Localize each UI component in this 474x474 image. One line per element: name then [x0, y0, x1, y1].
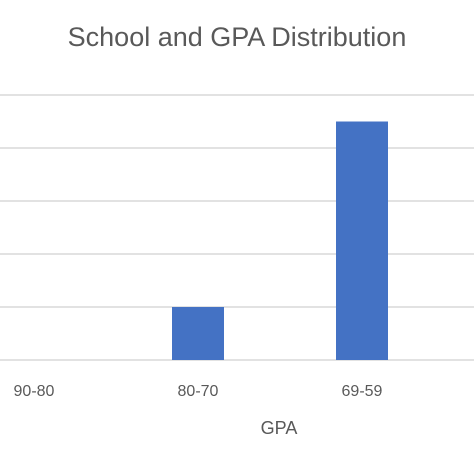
x-tick-label-2: 69-59 — [342, 383, 383, 400]
x-tick-labels: 90-80 80-70 69-59 — [14, 383, 383, 400]
x-tick-label-0: 90-80 — [14, 383, 55, 400]
x-axis-label: GPA — [261, 418, 298, 438]
bars — [172, 121, 388, 360]
gridlines — [0, 94, 474, 361]
bar-69-59 — [336, 121, 388, 360]
chart-title: School and GPA Distribution — [67, 22, 407, 52]
bar-80-70 — [172, 307, 224, 360]
x-tick-label-1: 80-70 — [178, 383, 219, 400]
